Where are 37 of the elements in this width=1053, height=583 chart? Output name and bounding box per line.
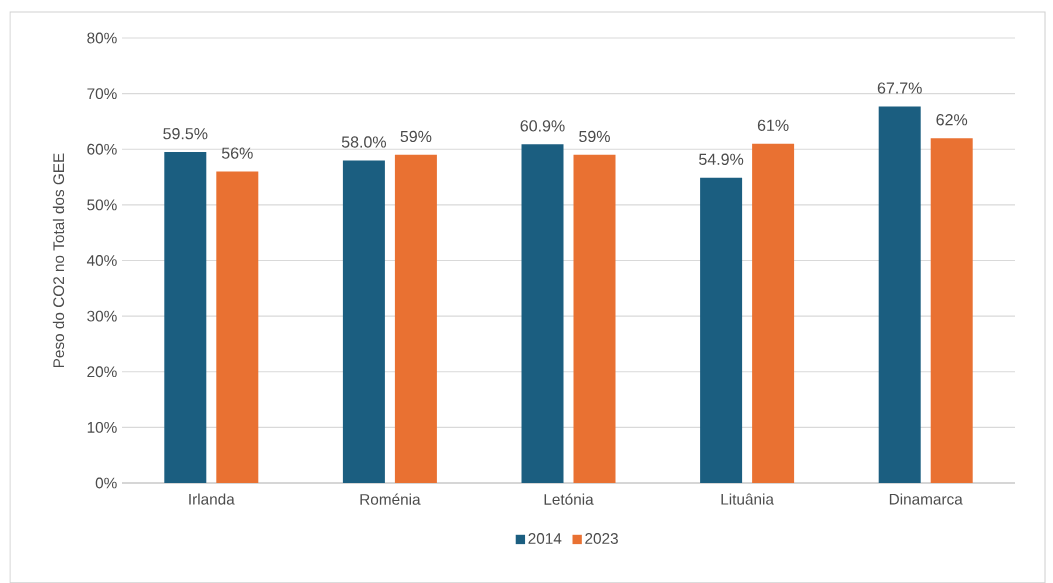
data-label: 59% xyxy=(579,130,610,143)
data-label: 54.9% xyxy=(699,153,744,165)
bar xyxy=(878,106,921,483)
data-label: 56% xyxy=(221,147,253,159)
bar xyxy=(216,171,259,483)
bar xyxy=(394,154,437,483)
y-tick-label: 30% xyxy=(87,310,117,322)
x-tick-label: Dinamarca xyxy=(889,493,963,505)
bar xyxy=(342,160,385,483)
bar xyxy=(930,138,973,483)
bar xyxy=(752,143,795,483)
y-tick-label: 80% xyxy=(87,32,117,44)
data-label: 62% xyxy=(936,114,968,126)
x-tick-label: Lituânia xyxy=(721,493,774,505)
y-tick-label: 50% xyxy=(87,199,117,211)
data-label: 60.9% xyxy=(520,120,565,132)
data-label: 67.7% xyxy=(877,82,922,94)
y-axis-title: Peso do CO2 no Total dos GEE xyxy=(52,153,65,367)
y-tick-label: 70% xyxy=(87,88,117,99)
bar xyxy=(573,154,616,483)
x-tick-label: Letónia xyxy=(544,493,594,505)
y-tick-label: 10% xyxy=(87,421,117,433)
bar xyxy=(521,144,564,483)
y-tick-label: 60% xyxy=(87,143,117,155)
bar xyxy=(164,151,207,483)
bar xyxy=(700,177,743,483)
data-label: 59% xyxy=(400,130,432,143)
data-label: 61% xyxy=(757,119,789,131)
y-tick-label: 40% xyxy=(86,254,117,266)
x-tick-label: Roménia xyxy=(360,493,421,505)
x-tick-label: Irlanda xyxy=(189,493,235,505)
legend-label: 2023 xyxy=(585,533,618,544)
data-label: 59.5% xyxy=(163,127,208,140)
y-tick-label: 0% xyxy=(95,477,117,489)
legend-label: 2014 xyxy=(528,533,562,544)
y-tick-label: 20% xyxy=(87,366,117,378)
data-label: 58.0% xyxy=(341,136,387,148)
